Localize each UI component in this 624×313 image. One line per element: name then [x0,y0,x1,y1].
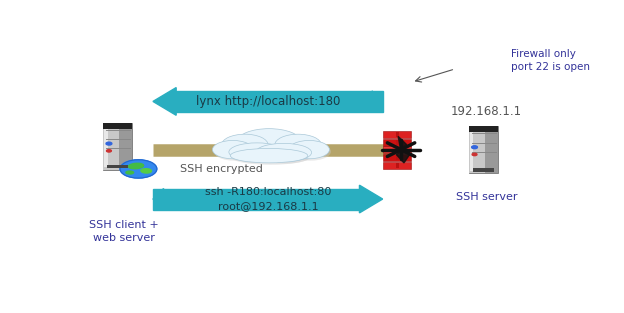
Bar [396,163,399,168]
Bar [383,146,411,153]
Text: lynx http://localhost:180: lynx http://localhost:180 [196,95,340,108]
Polygon shape [153,88,176,115]
Bar [469,126,498,132]
Bar [383,162,411,169]
Bar [107,165,129,168]
Ellipse shape [275,134,321,156]
Circle shape [106,142,112,145]
Circle shape [107,150,111,152]
Ellipse shape [212,141,253,159]
Ellipse shape [141,169,152,173]
Bar [103,122,132,170]
Ellipse shape [289,141,329,159]
Circle shape [472,153,477,156]
Ellipse shape [229,143,285,161]
Bar [396,140,399,145]
Bar [383,154,411,161]
Bar [396,155,399,160]
Bar [472,168,494,172]
Bar [103,122,119,170]
Polygon shape [396,136,410,163]
Polygon shape [153,188,163,210]
Text: SSH encrypted: SSH encrypted [180,164,263,174]
Ellipse shape [257,145,313,164]
Text: 192.168.1.1: 192.168.1.1 [451,105,522,118]
Bar [470,129,473,171]
Ellipse shape [238,129,301,154]
Text: SSH server: SSH server [456,192,517,202]
Ellipse shape [222,134,268,156]
Ellipse shape [232,150,309,165]
Bar [383,131,411,138]
Circle shape [472,146,477,149]
Bar [469,126,485,173]
Bar [383,139,411,146]
Ellipse shape [223,136,270,157]
Text: Firewall only
port 22 is open: Firewall only port 22 is open [511,49,590,72]
Bar [153,188,359,210]
Bar [469,126,498,173]
Ellipse shape [230,148,308,163]
Circle shape [120,160,157,178]
Ellipse shape [239,131,302,156]
Ellipse shape [214,142,255,161]
Ellipse shape [126,171,134,174]
Ellipse shape [129,163,144,169]
Ellipse shape [230,145,286,163]
Bar [396,147,399,152]
Ellipse shape [255,143,311,162]
Bar [104,125,107,167]
Bar [396,132,399,137]
Ellipse shape [276,136,323,157]
Polygon shape [372,91,383,112]
Text: SSH client +
web server: SSH client + web server [89,219,159,243]
Text: ssh -R180:localhost:80
root@192.168.1.1: ssh -R180:localhost:80 root@192.168.1.1 [205,187,331,211]
Polygon shape [359,185,383,213]
Ellipse shape [290,142,331,161]
Bar [176,91,383,112]
Bar [103,122,132,129]
